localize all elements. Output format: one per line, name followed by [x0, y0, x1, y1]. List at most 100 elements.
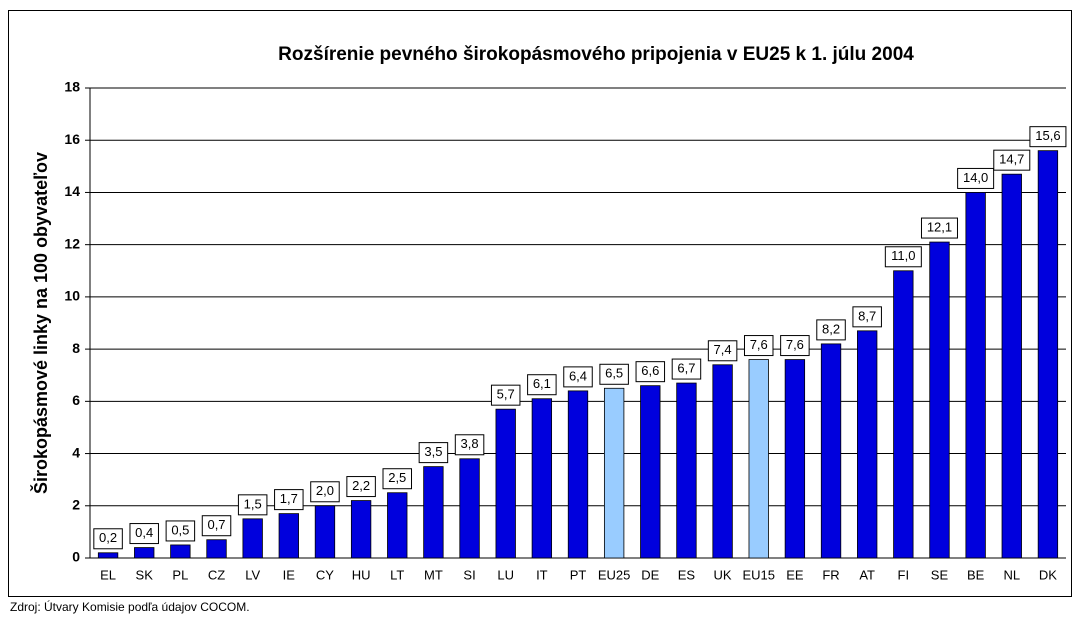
x-tick-label: SK [136, 567, 154, 582]
value-label-box [93, 528, 123, 550]
value-label: 7,6 [750, 337, 768, 352]
value-label: 3,8 [461, 436, 479, 451]
bar [206, 539, 227, 559]
value-label: 3,5 [424, 444, 442, 459]
bar [242, 518, 263, 559]
source-note: Zdroj: Útvary Komisie podľa údajov COCOM… [10, 599, 250, 614]
x-tick-label: FI [898, 567, 910, 582]
y-tick-label: 8 [72, 340, 80, 356]
value-label-box [382, 468, 413, 490]
y-tick-label: 14 [64, 183, 80, 199]
value-label: 0,4 [135, 525, 153, 540]
x-tick-label: SI [463, 567, 475, 582]
value-label: 1,7 [280, 491, 298, 506]
x-tick-label: LV [245, 567, 260, 582]
y-tick-label: 18 [64, 79, 80, 95]
value-label-box [816, 319, 846, 341]
value-label: 6,5 [605, 366, 623, 381]
x-tick-label: SE [931, 567, 949, 582]
value-label-box [527, 374, 557, 396]
value-label: 6,7 [677, 360, 695, 375]
bar [278, 513, 299, 559]
value-label-box [237, 494, 268, 516]
y-tick-label: 0 [72, 549, 80, 565]
x-tick-label: NL [1003, 567, 1020, 582]
x-tick-label: EE [786, 567, 804, 582]
value-label: 7,4 [714, 342, 732, 357]
value-label-box [707, 340, 738, 362]
value-label: 6,1 [533, 376, 551, 391]
x-tick-label: DK [1039, 567, 1057, 582]
value-label-box [780, 335, 810, 357]
value-label-box [743, 335, 774, 357]
value-label-box [418, 442, 449, 464]
x-tick-label: MT [424, 567, 443, 582]
value-label-box [129, 523, 159, 545]
bar [893, 270, 914, 559]
value-label-box [920, 217, 958, 239]
bar [1037, 150, 1059, 559]
value-label-box [993, 149, 1031, 171]
value-label-box [852, 306, 882, 328]
value-label-box [884, 246, 922, 268]
bar [748, 359, 769, 559]
bar [857, 330, 878, 559]
value-label: 2,2 [352, 478, 370, 493]
value-label: 6,6 [641, 363, 659, 378]
value-label-box [671, 358, 702, 380]
bar [676, 382, 697, 559]
bar [423, 466, 444, 559]
value-label: 5,7 [497, 387, 515, 402]
bar [567, 390, 589, 559]
y-tick-label: 10 [64, 288, 80, 304]
x-tick-label: EU15 [742, 567, 775, 582]
value-label: 0,2 [99, 530, 117, 545]
value-label-box [274, 489, 304, 511]
bar [387, 492, 408, 559]
y-tick-label: 16 [64, 131, 80, 147]
y-tick-label: 6 [72, 392, 80, 408]
value-label: 14,0 [963, 170, 988, 185]
x-tick-label: LT [390, 567, 404, 582]
bar [350, 500, 372, 559]
value-label-box [1029, 126, 1067, 148]
bar [170, 544, 191, 559]
bar [603, 387, 625, 559]
bar [784, 359, 806, 559]
value-label-box [201, 515, 232, 537]
value-label-box [454, 434, 485, 456]
x-tick-label: CZ [208, 567, 225, 582]
value-label: 15,6 [1035, 128, 1060, 143]
value-label: 11,0 [891, 248, 915, 263]
bar [97, 552, 119, 559]
value-label: 0,7 [207, 517, 225, 532]
x-tick-label: FR [822, 567, 839, 582]
value-label: 2,0 [316, 483, 334, 498]
value-label-box [599, 363, 629, 385]
y-axis-label: Širokopásmové linky na 100 obyvateľov [30, 152, 51, 494]
value-label: 0,5 [171, 522, 189, 537]
x-tick-label: PL [172, 567, 188, 582]
value-label: 1,5 [244, 496, 262, 511]
x-tick-label: EL [100, 567, 116, 582]
x-tick-label: LU [497, 567, 514, 582]
bar [712, 364, 733, 559]
x-tick-label: EU25 [598, 567, 631, 582]
value-label-box [346, 476, 376, 498]
value-label-box [563, 366, 593, 388]
value-label: 2,5 [388, 470, 406, 485]
x-tick-label: IE [283, 567, 296, 582]
bar [640, 385, 661, 559]
value-label: 7,6 [786, 337, 804, 352]
value-label: 12,1 [927, 219, 952, 234]
x-tick-label: BE [967, 567, 985, 582]
value-label-box [957, 167, 995, 189]
bar [929, 241, 950, 559]
x-tick-label: HU [352, 567, 371, 582]
bar [820, 343, 842, 559]
value-label: 14,7 [999, 152, 1024, 167]
bar [495, 408, 516, 559]
bar [965, 192, 986, 559]
value-label: 8,7 [858, 308, 876, 323]
